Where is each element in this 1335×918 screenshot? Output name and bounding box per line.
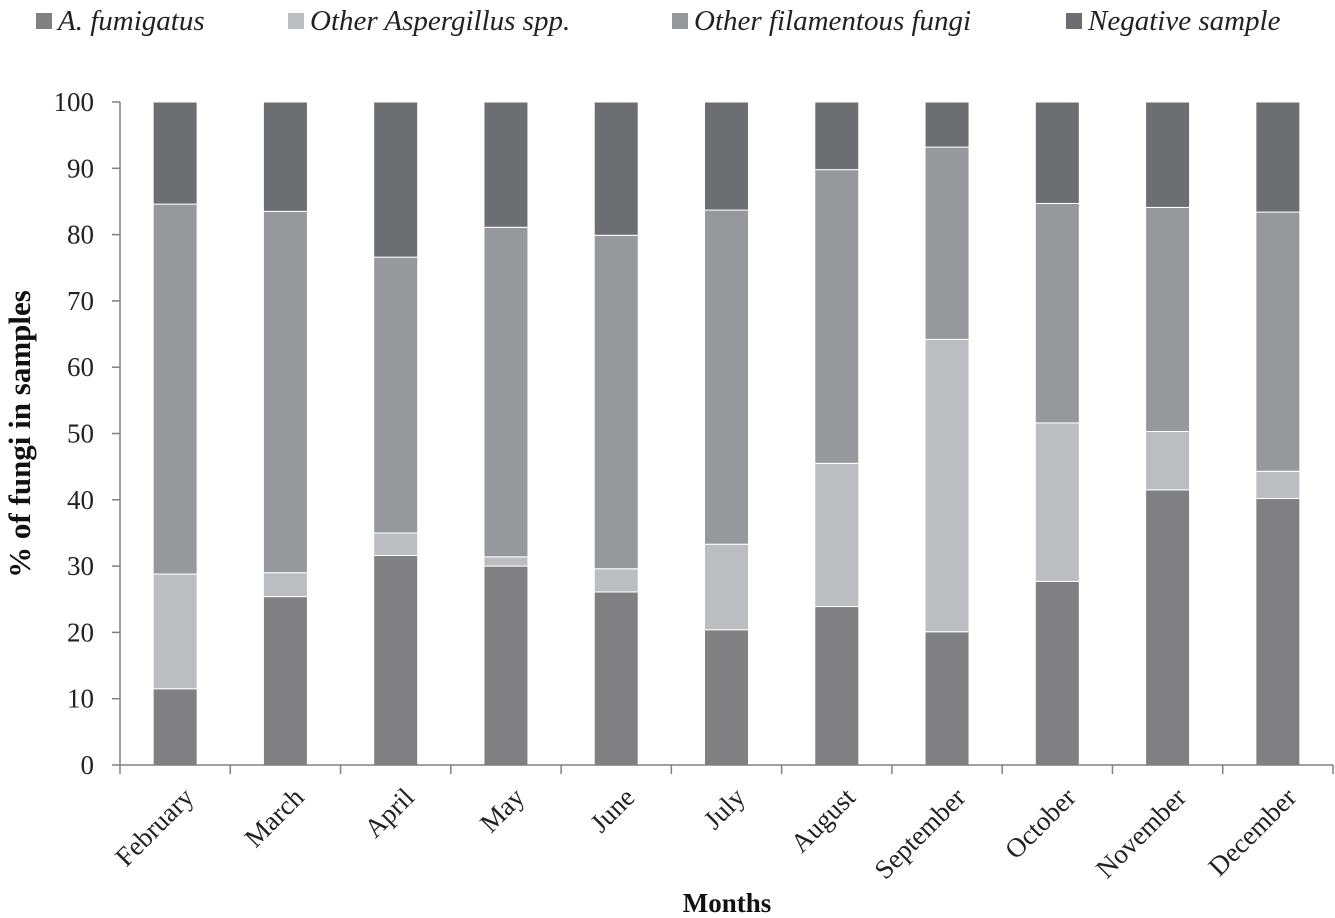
x-tick-label-march: March: [239, 782, 310, 853]
legend-item-negative-sample: Negative sample: [1066, 5, 1281, 37]
legend-item-a-fumigatus: A. fumigatus: [36, 5, 205, 37]
x-tick-label-april: April: [358, 782, 420, 844]
y-axis: 0 10 20 30 40 50 60 70 80 90 100: [54, 87, 121, 780]
x-tick-label-february: February: [109, 782, 199, 872]
bar-june-negative-sample: [593, 101, 639, 236]
bar-october-other-filamentous-fungi: [1034, 202, 1080, 424]
legend-swatch: [36, 13, 52, 29]
bar-august-other-filamentous-fungi: [814, 169, 860, 464]
bar-november-a-fumigatus: [1145, 489, 1191, 766]
bar-september-other-filamentous-fungi: [924, 146, 970, 340]
bar-march-negative-sample: [262, 101, 308, 212]
bar-june-other-aspergillus-spp: [593, 568, 639, 593]
y-tick-label: 0: [81, 750, 95, 780]
bar-august-a-fumigatus: [814, 606, 860, 766]
y-tick-label: 40: [67, 485, 94, 515]
bar-may-negative-sample: [483, 101, 529, 228]
x-tick-label-june: June: [584, 782, 640, 838]
x-tick-label-october: October: [999, 782, 1082, 865]
y-tick-label: 60: [67, 352, 94, 382]
bar-february-other-aspergillus-spp: [152, 573, 198, 690]
bar-july-negative-sample: [704, 101, 749, 211]
bar-july-other-aspergillus-spp: [704, 543, 749, 631]
y-tick-label: 50: [67, 419, 94, 449]
bar-march-other-aspergillus-spp: [262, 572, 308, 598]
y-tick-label: 70: [67, 286, 94, 316]
bar-june-a-fumigatus: [593, 591, 639, 766]
legend-label: Negative sample: [1087, 5, 1281, 37]
legend-item-other-aspergillus-spp: Other Aspergillus spp.: [288, 5, 570, 37]
bar-december-negative-sample: [1255, 101, 1301, 213]
legend-swatch: [288, 13, 304, 29]
y-tick-label: 20: [67, 617, 94, 647]
bar-november-other-aspergillus-spp: [1145, 431, 1191, 491]
y-tick-label: 100: [54, 87, 95, 117]
y-axis-title: % of fungi in samples: [2, 290, 37, 578]
legend-swatch: [1066, 13, 1082, 29]
bar-february-a-fumigatus: [152, 688, 198, 766]
bar-may-other-filamentous-fungi: [483, 226, 529, 558]
y-tick-label: 10: [67, 684, 94, 714]
bar-october-negative-sample: [1034, 101, 1080, 204]
bar-april-a-fumigatus: [373, 554, 419, 766]
y-tick-label: 90: [67, 153, 94, 183]
y-tick-label: 80: [67, 220, 94, 250]
bar-july-a-fumigatus: [704, 629, 749, 766]
bar-august-other-aspergillus-spp: [814, 462, 860, 608]
bar-july-other-filamentous-fungi: [704, 209, 749, 545]
bar-march-a-fumigatus: [262, 596, 308, 766]
bar-september-other-aspergillus-spp: [924, 338, 970, 633]
x-tick-label-july: July: [698, 782, 751, 835]
bar-may-a-fumigatus: [483, 565, 529, 766]
legend-item-other-filamentous-fungi: Other filamentous fungi: [672, 5, 971, 37]
bar-april-other-aspergillus-spp: [373, 532, 419, 556]
bar-december-other-aspergillus-spp: [1255, 470, 1301, 499]
y-tick-label: 30: [67, 551, 94, 581]
legend-swatch: [672, 13, 688, 29]
bar-june-other-filamentous-fungi: [593, 234, 639, 570]
x-tick-label-december: December: [1202, 782, 1302, 882]
bar-september-a-fumigatus: [924, 631, 970, 766]
legend: A. fumigatus Other Aspergillus spp. Other …: [36, 5, 1281, 37]
bar-november-negative-sample: [1145, 101, 1191, 208]
bar-may-other-aspergillus-spp: [483, 556, 529, 567]
x-tick-label-august: August: [785, 782, 862, 859]
legend-label: Other Aspergillus spp.: [310, 5, 570, 37]
bar-march-other-filamentous-fungi: [262, 210, 308, 574]
bar-november-other-filamentous-fungi: [1145, 206, 1191, 433]
x-tick-label-september: September: [868, 782, 971, 885]
bar-february-negative-sample: [152, 101, 198, 205]
bars: [152, 101, 1301, 766]
x-axis-title: Months: [683, 888, 772, 918]
bar-october-other-aspergillus-spp: [1034, 422, 1080, 582]
bar-april-other-filamentous-fungi: [373, 256, 419, 534]
x-tick-label-may: May: [474, 782, 531, 839]
bar-february-other-filamentous-fungi: [152, 203, 198, 575]
bar-august-negative-sample: [814, 101, 860, 171]
bar-september-negative-sample: [924, 101, 970, 148]
x-tick-label-november: November: [1090, 782, 1192, 884]
legend-label: Other filamentous fungi: [694, 5, 971, 37]
x-axis: February March April May June July August Septe…: [109, 764, 1334, 885]
bar-december-a-fumigatus: [1255, 497, 1301, 766]
legend-label: A. fumigatus: [56, 5, 205, 37]
bar-october-a-fumigatus: [1034, 580, 1080, 766]
bar-december-other-filamentous-fungi: [1255, 211, 1301, 472]
bar-april-negative-sample: [373, 101, 419, 258]
